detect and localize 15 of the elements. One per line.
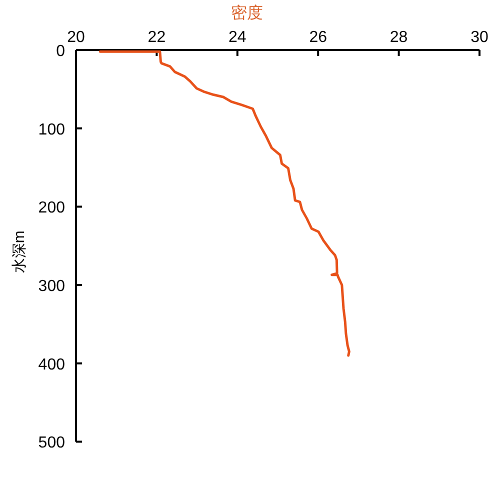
y-tick-label: 500	[38, 434, 66, 452]
x-tick-label: 22	[148, 29, 166, 46]
x-tick-label: 20	[67, 29, 85, 46]
x-tick-label: 28	[390, 29, 408, 46]
line-series	[98, 50, 350, 357]
x-tick-label: 26	[309, 29, 328, 46]
x-tick-label: 30	[470, 29, 488, 46]
y-tick-label: 200	[38, 200, 66, 217]
y-tick-label: 300	[38, 278, 66, 296]
y-axis-title: 水深m	[11, 230, 28, 274]
y-tick-label: 100	[38, 121, 66, 138]
y-tick-label: 0	[56, 43, 66, 60]
x-axis-title: 密度	[231, 4, 263, 22]
x-tick-label: 24	[228, 29, 246, 46]
y-tick-label: 400	[38, 356, 66, 374]
